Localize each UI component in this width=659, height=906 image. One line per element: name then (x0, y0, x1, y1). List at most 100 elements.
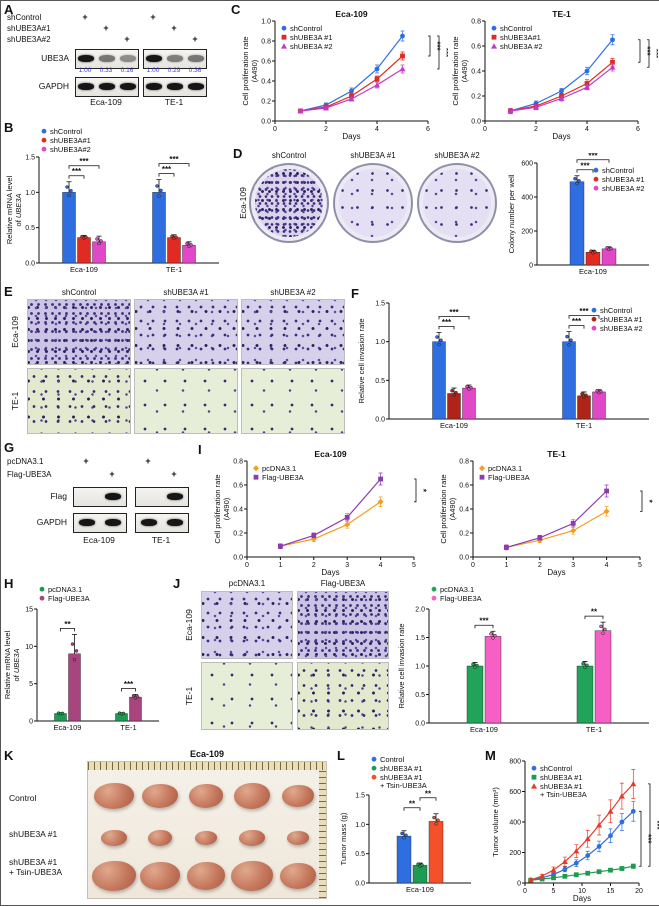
svg-text:1.0: 1.0 (261, 19, 271, 26)
svg-text:Eca-109: Eca-109 (470, 725, 498, 734)
protein-band (78, 83, 94, 90)
svg-text:0.2: 0.2 (261, 99, 271, 106)
svg-text:***: *** (652, 49, 659, 59)
micrograph (134, 368, 238, 434)
cell-line-label: Eca-109 (75, 97, 137, 107)
svg-text:Eca-109: Eca-109 (314, 449, 346, 459)
svg-text:0.0: 0.0 (355, 881, 365, 888)
tumor-specimen (231, 861, 273, 891)
micrograph (27, 299, 131, 365)
dish-label-shcontrol: shControl (272, 151, 306, 160)
treatment-label: Flag-UBE3A (7, 470, 51, 479)
dish-label-shube3a1: shUBE3A #1 (350, 151, 395, 160)
svg-text:Eca-109: Eca-109 (335, 9, 367, 19)
treatment-label: shUBE3A#1 (7, 24, 51, 33)
protein-label: UBE3A (5, 53, 69, 63)
tumor-specimen (189, 784, 223, 808)
protein-band (146, 83, 162, 90)
svg-text:Tumor volume (mm³): Tumor volume (mm³) (491, 787, 500, 857)
svg-text:4: 4 (379, 562, 383, 569)
svg-text:4: 4 (585, 126, 589, 133)
svg-text:shUBE3A #1: shUBE3A #1 (600, 315, 643, 324)
svg-text:800: 800 (509, 759, 521, 766)
col-label-shcontrol: shControl (62, 288, 96, 297)
svg-text:shControl: shControl (500, 24, 532, 33)
invasion-micrographs-knockdown (27, 299, 347, 439)
svg-text:1.5: 1.5 (375, 301, 385, 308)
svg-text:0.6: 0.6 (261, 59, 271, 66)
svg-text:shUBE3A #1: shUBE3A #1 (540, 773, 583, 782)
svg-text:0.0: 0.0 (375, 417, 385, 424)
svg-text:TE-1: TE-1 (120, 723, 136, 732)
plus-mark: + (149, 12, 157, 22)
tumor-row-label-rescue-line2: + Tsin-UBE3A (9, 867, 62, 877)
svg-text:6: 6 (426, 126, 430, 133)
svg-text:***: *** (479, 617, 489, 626)
svg-text:shUBE3A#2: shUBE3A#2 (50, 145, 91, 154)
svg-text:***: *** (644, 834, 653, 844)
svg-text:10: 10 (25, 644, 33, 651)
protein-band (105, 519, 121, 526)
protein-band (105, 493, 121, 500)
protein-band (146, 55, 162, 62)
svg-text:(A490): (A490) (250, 59, 259, 82)
protein-band (167, 519, 183, 526)
svg-text:pcDNA3.1: pcDNA3.1 (262, 464, 296, 473)
svg-text:of UBE3A: of UBE3A (14, 194, 23, 227)
col-label-pcdna: pcDNA3.1 (229, 579, 265, 588)
col-label-shube3a2: shUBE3A #2 (270, 288, 315, 297)
svg-text:*: * (419, 489, 428, 493)
svg-text:Cell proliferation rate: Cell proliferation rate (439, 474, 448, 543)
svg-text:0.8: 0.8 (459, 459, 469, 466)
svg-text:2: 2 (312, 562, 316, 569)
panel-label-c: C (231, 3, 240, 16)
plus-mark: + (102, 23, 110, 33)
svg-text:+ Tsin-UBE3A: + Tsin-UBE3A (540, 790, 587, 799)
protein-label: GAPDH (5, 81, 69, 91)
svg-text:(A490): (A490) (222, 497, 231, 520)
svg-text:2: 2 (324, 126, 328, 133)
row-label-te1: TE-1 (10, 392, 20, 410)
plus-mark: + (170, 23, 178, 33)
svg-text:Eca-109: Eca-109 (54, 723, 82, 732)
svg-text:shUBE3A #2: shUBE3A #2 (290, 42, 333, 51)
protein-band (188, 55, 204, 62)
svg-text:***: *** (653, 820, 659, 830)
blot-membrane (135, 513, 189, 533)
tumor-row-label-rescue-line1: shUBE3A #1 (9, 857, 57, 867)
svg-text:shControl: shControl (600, 306, 632, 315)
svg-text:Relative cell invasion rate: Relative cell invasion rate (357, 318, 366, 403)
svg-text:shControl: shControl (602, 166, 634, 175)
panel-label-i: I (198, 443, 202, 456)
micrograph (201, 662, 293, 730)
svg-text:2.0: 2.0 (415, 607, 425, 614)
protein-label: GAPDH (5, 517, 67, 527)
protein-band (120, 55, 136, 62)
tumor-specimen (148, 830, 172, 846)
svg-text:***: *** (442, 318, 452, 327)
svg-text:shControl: shControl (290, 24, 322, 33)
plus-mark: + (123, 34, 131, 44)
tumor-specimen (94, 783, 134, 809)
svg-text:1.0: 1.0 (25, 190, 35, 197)
svg-text:Days: Days (573, 894, 591, 903)
svg-text:Cell proliferation rate: Cell proliferation rate (241, 36, 250, 105)
svg-text:pcDNA3.1: pcDNA3.1 (48, 585, 82, 594)
svg-text:0.5: 0.5 (375, 378, 385, 385)
svg-text:0.6: 0.6 (233, 483, 243, 490)
protein-band (188, 83, 204, 90)
svg-text:TE-1: TE-1 (547, 449, 566, 459)
svg-text:600: 600 (509, 789, 521, 796)
svg-text:2: 2 (538, 562, 542, 569)
svg-text:0.6: 0.6 (459, 483, 469, 490)
